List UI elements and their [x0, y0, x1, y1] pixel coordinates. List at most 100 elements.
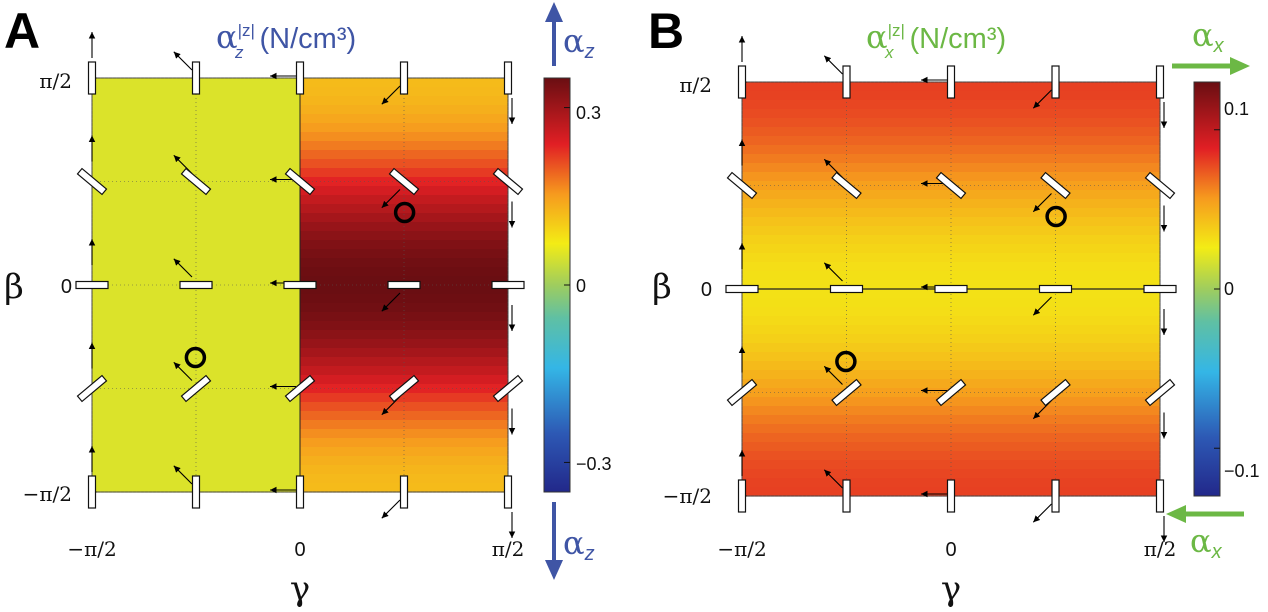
heatmap-cell-a: [92, 375, 301, 385]
circle-marker-b-0: [1045, 205, 1067, 228]
torque-arrow-a: [173, 465, 193, 485]
title-a: α|z| z (N/cm³): [216, 18, 356, 62]
heatmap-cell-a: [300, 456, 509, 466]
wing-glyph-b: [935, 378, 967, 407]
wing-glyph-b: [1155, 479, 1165, 513]
xlabel-b: γ: [941, 569, 961, 609]
ytick-a-top: π/2: [39, 69, 72, 93]
cbar-b-tick-zero: 0: [1224, 279, 1234, 299]
xlabel-a: γ: [290, 569, 310, 609]
wing-glyph-b: [725, 284, 759, 294]
xtick-a-left: −π/2: [67, 537, 116, 561]
wing-glyph-b: [831, 171, 862, 200]
side-arrows: [545, 2, 1250, 580]
heatmap-cell-a: [92, 303, 301, 313]
heatmap-cell-a: [92, 276, 301, 286]
heatmap-cell-a: [92, 249, 301, 259]
xtick-a-mid: 0: [294, 539, 305, 561]
wing-glyph-b: [1040, 378, 1071, 407]
heatmap-cell-b: [742, 208, 1161, 218]
title-b-sup: |z|: [888, 21, 905, 40]
heatmap-cell-a: [300, 393, 509, 403]
wing-glyph-b: [1040, 171, 1071, 200]
heatmap-cell-b: [742, 163, 1161, 173]
wing-glyph-b: [1038, 284, 1073, 294]
title-a-unit: (N/cm³): [251, 23, 356, 55]
heatmap-cell-a: [92, 123, 301, 133]
wing-glyph-b: [842, 65, 851, 99]
heatmap-cell-a: [92, 357, 301, 367]
heatmap-cell-b: [742, 235, 1161, 245]
heatmap-cell-a: [300, 213, 509, 223]
wing-glyph-a: [180, 167, 212, 196]
wing-glyph-a: [179, 280, 213, 290]
heatmap-cell-a: [92, 411, 301, 421]
wing-glyph-a: [76, 374, 108, 403]
heatmap-cell-b: [742, 199, 1161, 209]
heatmap-cell-b: [742, 100, 1161, 110]
heatmap-cell-a: [300, 141, 509, 151]
torque-arrow-b: [823, 469, 843, 489]
heatmap-cell-a: [92, 447, 301, 457]
heatmap-cell-a: [300, 447, 509, 457]
wing-glyph-a: [191, 61, 201, 95]
heatmap-cell-a: [92, 168, 301, 178]
wing-glyph-a: [399, 61, 409, 95]
heatmap-cell-b: [742, 127, 1161, 137]
heatmap-cell-a: [92, 456, 301, 466]
torque-arrow-a: [381, 85, 401, 105]
wing-glyph-b: [1155, 65, 1165, 99]
torque-arrow-a: [173, 258, 193, 278]
heatmap-cell-b: [742, 397, 1161, 407]
heatmap-cell-a: [300, 96, 509, 106]
wing-glyph-b: [842, 479, 851, 513]
heatmap-fields: [91, 77, 1161, 497]
heatmap-cell-a: [300, 465, 509, 475]
heatmap-cell-a: [300, 231, 509, 241]
heatmap-cell-b: [742, 343, 1161, 353]
wing-glyph-b: [831, 378, 862, 407]
torque-arrow-a: [381, 499, 401, 519]
heatmap-cell-a: [92, 195, 301, 205]
wing-glyph-b: [737, 479, 747, 513]
torque-arrow-b: [823, 365, 843, 385]
heatmap-cell-a: [92, 96, 301, 106]
heatmap-cell-a: [300, 429, 509, 439]
heatmap-cell-a: [300, 303, 509, 313]
heatmap-cell-a: [300, 285, 509, 295]
heatmap-cell-b: [742, 379, 1161, 389]
ytick-b-mid: 0: [701, 279, 712, 301]
ytick-a-bot: −π/2: [23, 482, 72, 506]
heatmap-cell-a: [300, 105, 509, 115]
heatmap-cell-a: [300, 132, 509, 142]
panel-label-a: A: [4, 3, 40, 59]
heatmap-cell-b: [742, 460, 1161, 470]
ytick-b-bot: −π/2: [663, 484, 712, 508]
xtick-b-left: −π/2: [717, 537, 766, 561]
colorbars: [543, 77, 1221, 497]
heatmap-cell-a: [300, 312, 509, 322]
torque-arrow-b: [1032, 503, 1052, 523]
wing-glyph-a: [284, 374, 316, 403]
circle-markers: [184, 201, 1067, 373]
wing-glyph-a: [503, 61, 513, 95]
heatmap-cell-a: [300, 357, 509, 367]
heatmap-cell-a: [92, 132, 301, 142]
torque-arrow-b: [823, 262, 843, 282]
heatmap-cell-b: [742, 415, 1161, 425]
title-b-unit: (N/cm³): [901, 23, 1006, 55]
heatmap-cell-b: [742, 253, 1161, 263]
wing-glyph-a: [283, 280, 317, 290]
wing-glyph-b: [935, 171, 967, 200]
heatmap-cell-b: [742, 451, 1161, 461]
panel-label-b: B: [648, 3, 684, 59]
title-a-symbol: α: [216, 18, 238, 56]
heatmap-cell-b: [742, 424, 1161, 434]
circle-marker-a-1: [393, 201, 416, 224]
heatmap-cell-a: [300, 240, 509, 250]
title-b-sub: x: [884, 43, 894, 62]
heatmap-cell-b: [742, 289, 1161, 299]
wing-glyph-a: [491, 280, 525, 290]
wing-glyph-b: [1051, 65, 1060, 99]
